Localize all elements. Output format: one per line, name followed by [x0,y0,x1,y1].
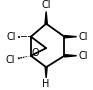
Text: Cl: Cl [78,51,88,61]
Text: H: H [43,79,50,89]
Text: Cl: Cl [6,32,16,42]
Polygon shape [64,36,77,38]
Text: O: O [32,48,39,58]
Polygon shape [45,12,47,24]
Polygon shape [64,55,77,57]
Text: Cl: Cl [41,0,51,10]
Text: Cl: Cl [78,32,88,42]
Polygon shape [45,67,47,78]
Text: Cl: Cl [5,55,15,65]
